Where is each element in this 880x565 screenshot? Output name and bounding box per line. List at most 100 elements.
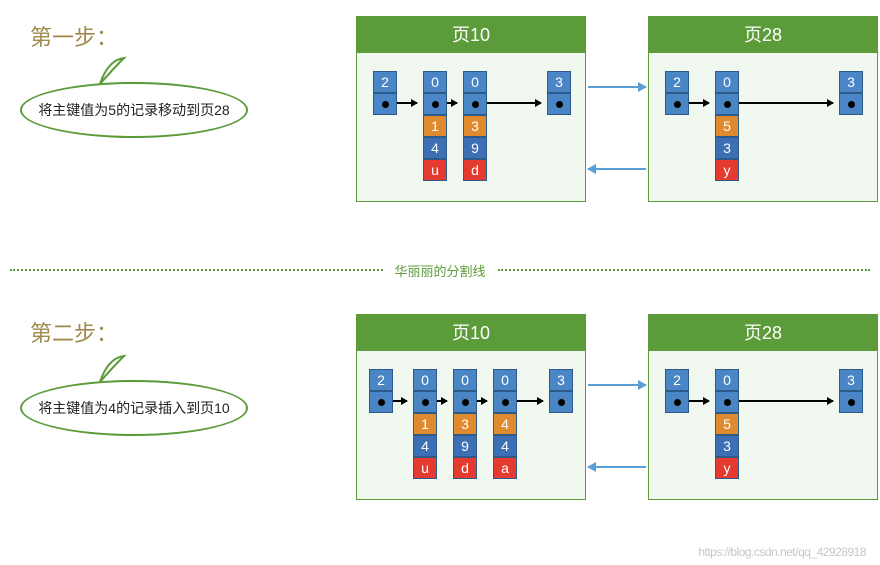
node-data-cell: d bbox=[463, 159, 487, 181]
node-data-cell: y bbox=[715, 159, 739, 181]
pointer-cell bbox=[453, 391, 477, 413]
divider-line bbox=[498, 269, 871, 271]
link-arrow-icon bbox=[588, 466, 646, 468]
pointer-cell bbox=[373, 93, 397, 115]
divider-line bbox=[10, 269, 383, 271]
page-title: 页28 bbox=[649, 315, 877, 351]
node-data-cell: a bbox=[493, 457, 517, 479]
node-data-cell: 5 bbox=[715, 115, 739, 137]
data-node: 0 39d bbox=[453, 369, 477, 479]
node-data-cell: 9 bbox=[463, 137, 487, 159]
watermark: https://blog.csdn.net/qq_42928918 bbox=[698, 545, 866, 559]
node-header-cell: 2 bbox=[369, 369, 393, 391]
node-data-cell: 4 bbox=[413, 435, 437, 457]
node-data-cell: u bbox=[413, 457, 437, 479]
step2-title: 第二步： bbox=[30, 316, 118, 348]
bubble-tail-icon bbox=[98, 354, 128, 384]
link-arrow-icon bbox=[588, 384, 646, 386]
node-data-cell: 3 bbox=[463, 115, 487, 137]
data-node: 2 bbox=[373, 71, 397, 115]
data-node: 0 53y bbox=[715, 369, 739, 479]
node-data-cell: 4 bbox=[493, 413, 517, 435]
step2-page10: 页10 2014u039d044a3 bbox=[356, 314, 586, 500]
link-arrow-icon bbox=[588, 168, 646, 170]
node-header-cell: 0 bbox=[715, 71, 739, 93]
step1-section: 第一步： 将主键值为5的记录移动到页28 页10 2014u039d3 页28 … bbox=[10, 10, 870, 250]
node-data-cell: 9 bbox=[453, 435, 477, 457]
node-header-cell: 3 bbox=[839, 71, 863, 93]
step1-page10: 页10 2014u039d3 bbox=[356, 16, 586, 202]
step2-page28: 页28 2053y3 bbox=[648, 314, 878, 500]
page-title: 页28 bbox=[649, 17, 877, 53]
step2-bubble-text: 将主键值为4的记录插入到页10 bbox=[38, 398, 229, 418]
data-node: 3 bbox=[839, 71, 863, 115]
arrow-icon bbox=[477, 400, 487, 402]
node-header-cell: 0 bbox=[453, 369, 477, 391]
data-node: 044a bbox=[493, 369, 517, 479]
node-header-cell: 0 bbox=[413, 369, 437, 391]
data-node: 3 bbox=[549, 369, 573, 413]
node-header-cell: 3 bbox=[547, 71, 571, 93]
node-data-cell: 1 bbox=[413, 413, 437, 435]
page-body: 2014u039d3 bbox=[357, 53, 585, 201]
node-header-cell: 2 bbox=[665, 71, 689, 93]
node-header-cell: 2 bbox=[373, 71, 397, 93]
page-title: 页10 bbox=[357, 17, 585, 53]
pointer-cell bbox=[413, 391, 437, 413]
pointer-cell bbox=[665, 93, 689, 115]
step1-bubble-text: 将主键值为5的记录移动到页28 bbox=[38, 100, 229, 120]
arrow-icon bbox=[397, 102, 417, 104]
pointer-cell bbox=[839, 93, 863, 115]
pointer-cell bbox=[839, 391, 863, 413]
page-body: 2053y3 bbox=[649, 53, 877, 201]
node-header-cell: 3 bbox=[549, 369, 573, 391]
node-header-cell: 3 bbox=[839, 369, 863, 391]
arrow-icon bbox=[689, 102, 709, 104]
node-header-cell: 2 bbox=[665, 369, 689, 391]
page-body: 2014u039d044a3 bbox=[357, 351, 585, 499]
node-header-cell: 0 bbox=[463, 71, 487, 93]
arrow-icon bbox=[517, 400, 543, 402]
divider-text: 华丽丽的分割线 bbox=[383, 261, 498, 280]
pointer-cell bbox=[423, 93, 447, 115]
data-node: 0 53y bbox=[715, 71, 739, 181]
node-data-cell: 3 bbox=[715, 137, 739, 159]
node-data-cell: d bbox=[453, 457, 477, 479]
node-data-cell: 1 bbox=[423, 115, 447, 137]
node-data-cell: 5 bbox=[715, 413, 739, 435]
pointer-cell bbox=[493, 391, 517, 413]
data-node: 2 bbox=[665, 369, 689, 413]
bubble-tail-icon bbox=[98, 56, 128, 86]
pointer-cell bbox=[715, 93, 739, 115]
data-node: 0 14u bbox=[413, 369, 437, 479]
step2-bubble: 将主键值为4的记录插入到页10 bbox=[20, 380, 248, 436]
pointer-cell bbox=[549, 391, 573, 413]
pointer-cell bbox=[369, 391, 393, 413]
pointer-cell bbox=[665, 391, 689, 413]
node-header-cell: 0 bbox=[493, 369, 517, 391]
arrow-icon bbox=[487, 102, 541, 104]
arrow-icon bbox=[689, 400, 709, 402]
data-node: 014u bbox=[423, 71, 447, 181]
pointer-cell bbox=[547, 93, 571, 115]
data-node: 3 bbox=[547, 71, 571, 115]
pointer-cell bbox=[463, 93, 487, 115]
page-body: 2053y3 bbox=[649, 351, 877, 499]
data-node: 2 bbox=[665, 71, 689, 115]
node-data-cell: 3 bbox=[453, 413, 477, 435]
node-data-cell: y bbox=[715, 457, 739, 479]
node-data-cell: 4 bbox=[493, 435, 517, 457]
step2-section: 第二步： 将主键值为4的记录插入到页10 页10 2014u039d044a3 … bbox=[10, 290, 870, 550]
pointer-cell bbox=[715, 391, 739, 413]
node-header-cell: 0 bbox=[715, 369, 739, 391]
node-data-cell: 3 bbox=[715, 435, 739, 457]
data-node: 0 39d bbox=[463, 71, 487, 181]
arrow-icon bbox=[739, 400, 833, 402]
node-header-cell: 0 bbox=[423, 71, 447, 93]
step1-title: 第一步： bbox=[30, 20, 118, 52]
arrow-icon bbox=[739, 102, 833, 104]
arrow-icon bbox=[393, 400, 407, 402]
step1-bubble: 将主键值为5的记录移动到页28 bbox=[20, 82, 248, 138]
arrow-icon bbox=[447, 102, 457, 104]
divider: 华丽丽的分割线 bbox=[10, 250, 870, 290]
